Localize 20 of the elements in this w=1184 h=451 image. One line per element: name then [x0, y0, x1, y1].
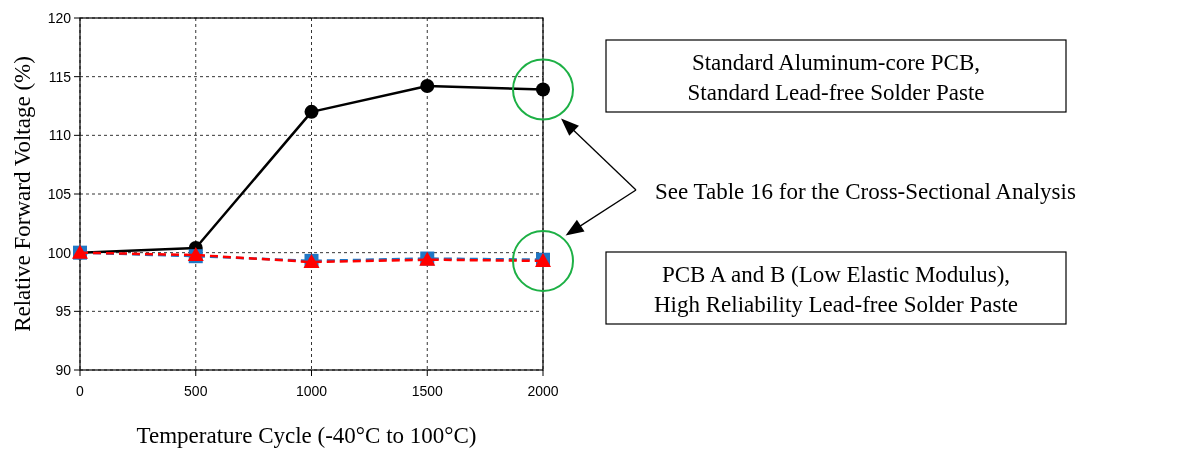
x-tick-label: 500	[184, 383, 208, 399]
x-tick-label: 0	[76, 383, 85, 399]
y-tick-label: 95	[55, 303, 72, 320]
x-tick-label: 1500	[411, 383, 444, 399]
text: Standard Aluminum-core PCB, Standard Lead-free Solder Paste	[687, 50, 985, 105]
y-tick-label: 105	[47, 185, 72, 202]
y-tick-label: 120	[47, 9, 72, 26]
y-axis-title: Relative Forward Voltage (%)	[10, 56, 35, 332]
text: See Table 16 for the Cross-Sectional Analysis	[655, 179, 1076, 204]
text: PCB A and B (Low Elastic Modulus), High Reliability Lead-free Solder Paste	[653, 262, 1019, 317]
x-axis-title: Temperature Cycle (-40°C to 100°C)	[136, 423, 477, 448]
y-tick-label: 110	[48, 127, 72, 144]
x-tick-label: 2000	[527, 383, 559, 399]
point	[420, 79, 435, 94]
x-tick-label: 1000	[295, 383, 328, 399]
y-tick-label: 115	[48, 68, 72, 85]
point	[536, 82, 550, 97]
point	[304, 104, 319, 119]
y-tick-label: 100	[47, 244, 72, 261]
y-tick-label: 90	[55, 361, 72, 378]
